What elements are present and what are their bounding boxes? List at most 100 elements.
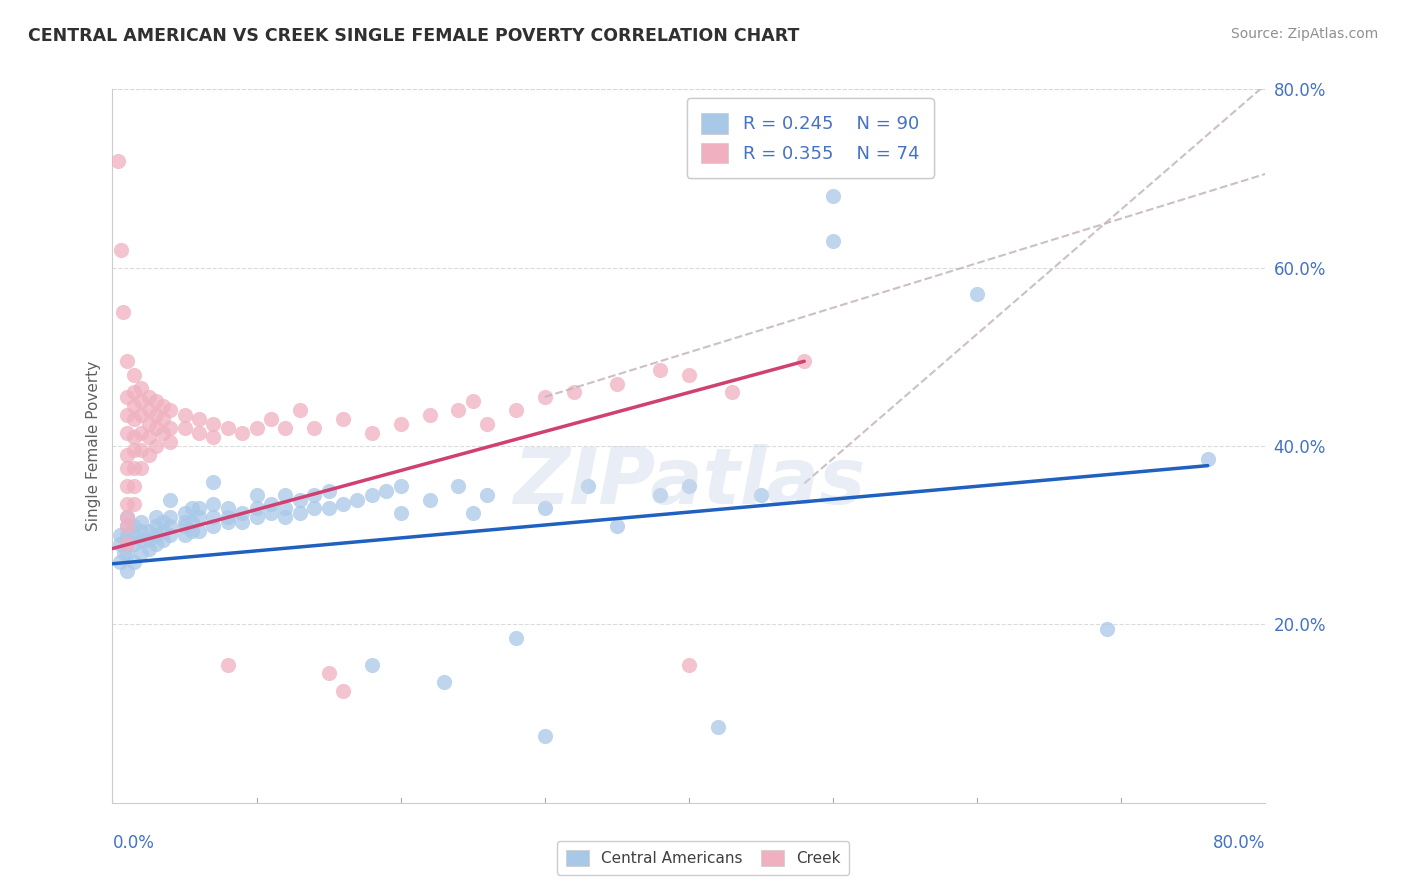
Point	[274, 501, 297, 516]
Point	[138, 533, 160, 547]
Point	[447, 403, 470, 417]
Point	[129, 443, 153, 458]
Point	[188, 412, 211, 426]
Point	[115, 479, 138, 493]
Point	[115, 537, 138, 551]
Point	[332, 684, 354, 698]
Point	[678, 479, 700, 493]
Point	[202, 417, 225, 431]
Point	[288, 492, 311, 507]
Point	[129, 533, 153, 547]
Point	[138, 524, 160, 538]
Point	[245, 501, 267, 516]
Point	[145, 528, 167, 542]
Point	[115, 510, 138, 524]
Point	[260, 412, 283, 426]
Point	[122, 555, 145, 569]
Point	[288, 506, 311, 520]
Point	[475, 417, 498, 431]
Point	[505, 631, 527, 645]
Point	[274, 488, 297, 502]
Point	[318, 501, 340, 516]
Point	[145, 537, 167, 551]
Point	[115, 564, 138, 578]
Point	[129, 381, 153, 395]
Point	[533, 501, 555, 516]
Point	[606, 376, 628, 391]
Point	[260, 497, 283, 511]
Point	[202, 510, 225, 524]
Point	[129, 515, 153, 529]
Point	[115, 497, 138, 511]
Point	[966, 287, 988, 301]
Point	[188, 425, 211, 440]
Point	[173, 515, 195, 529]
Point	[122, 368, 145, 382]
Point	[533, 390, 555, 404]
Point	[159, 492, 181, 507]
Point	[217, 515, 239, 529]
Point	[122, 537, 145, 551]
Point	[122, 399, 145, 413]
Point	[122, 479, 145, 493]
Point	[419, 492, 441, 507]
Text: CENTRAL AMERICAN VS CREEK SINGLE FEMALE POVERTY CORRELATION CHART: CENTRAL AMERICAN VS CREEK SINGLE FEMALE …	[28, 27, 800, 45]
Point	[115, 390, 138, 404]
Point	[108, 555, 131, 569]
Point	[122, 497, 145, 511]
Point	[145, 519, 167, 533]
Point	[122, 412, 145, 426]
Point	[706, 720, 728, 734]
Point	[111, 305, 134, 319]
Point	[231, 425, 253, 440]
Point	[115, 528, 138, 542]
Point	[318, 666, 340, 681]
Point	[145, 439, 167, 453]
Point	[122, 385, 145, 400]
Point	[115, 546, 138, 560]
Text: 80.0%: 80.0%	[1213, 834, 1265, 852]
Point	[180, 524, 202, 538]
Point	[115, 519, 138, 533]
Point	[173, 421, 195, 435]
Point	[115, 461, 138, 475]
Point	[304, 501, 326, 516]
Point	[173, 408, 195, 422]
Point	[231, 515, 253, 529]
Point	[122, 461, 145, 475]
Point	[389, 506, 412, 520]
Point	[138, 448, 160, 462]
Point	[202, 519, 225, 533]
Point	[332, 497, 354, 511]
Point	[202, 430, 225, 444]
Point	[217, 421, 239, 435]
Point	[122, 519, 145, 533]
Point	[129, 546, 153, 560]
Point	[122, 443, 145, 458]
Point	[145, 408, 167, 422]
Point	[245, 421, 267, 435]
Point	[678, 657, 700, 672]
Point	[129, 425, 153, 440]
Point	[793, 354, 815, 368]
Point	[419, 408, 441, 422]
Point	[1197, 452, 1219, 467]
Point	[461, 506, 484, 520]
Point	[115, 510, 138, 524]
Point	[475, 488, 498, 502]
Point	[173, 519, 195, 533]
Text: 0.0%: 0.0%	[112, 834, 155, 852]
Point	[180, 515, 202, 529]
Point	[648, 488, 672, 502]
Point	[461, 394, 484, 409]
Point	[318, 483, 340, 498]
Point	[152, 425, 174, 440]
Point	[346, 492, 368, 507]
Point	[245, 488, 267, 502]
Point	[821, 234, 844, 248]
Point	[159, 421, 181, 435]
Point	[110, 243, 132, 257]
Point	[188, 501, 211, 516]
Point	[122, 528, 145, 542]
Point	[108, 537, 131, 551]
